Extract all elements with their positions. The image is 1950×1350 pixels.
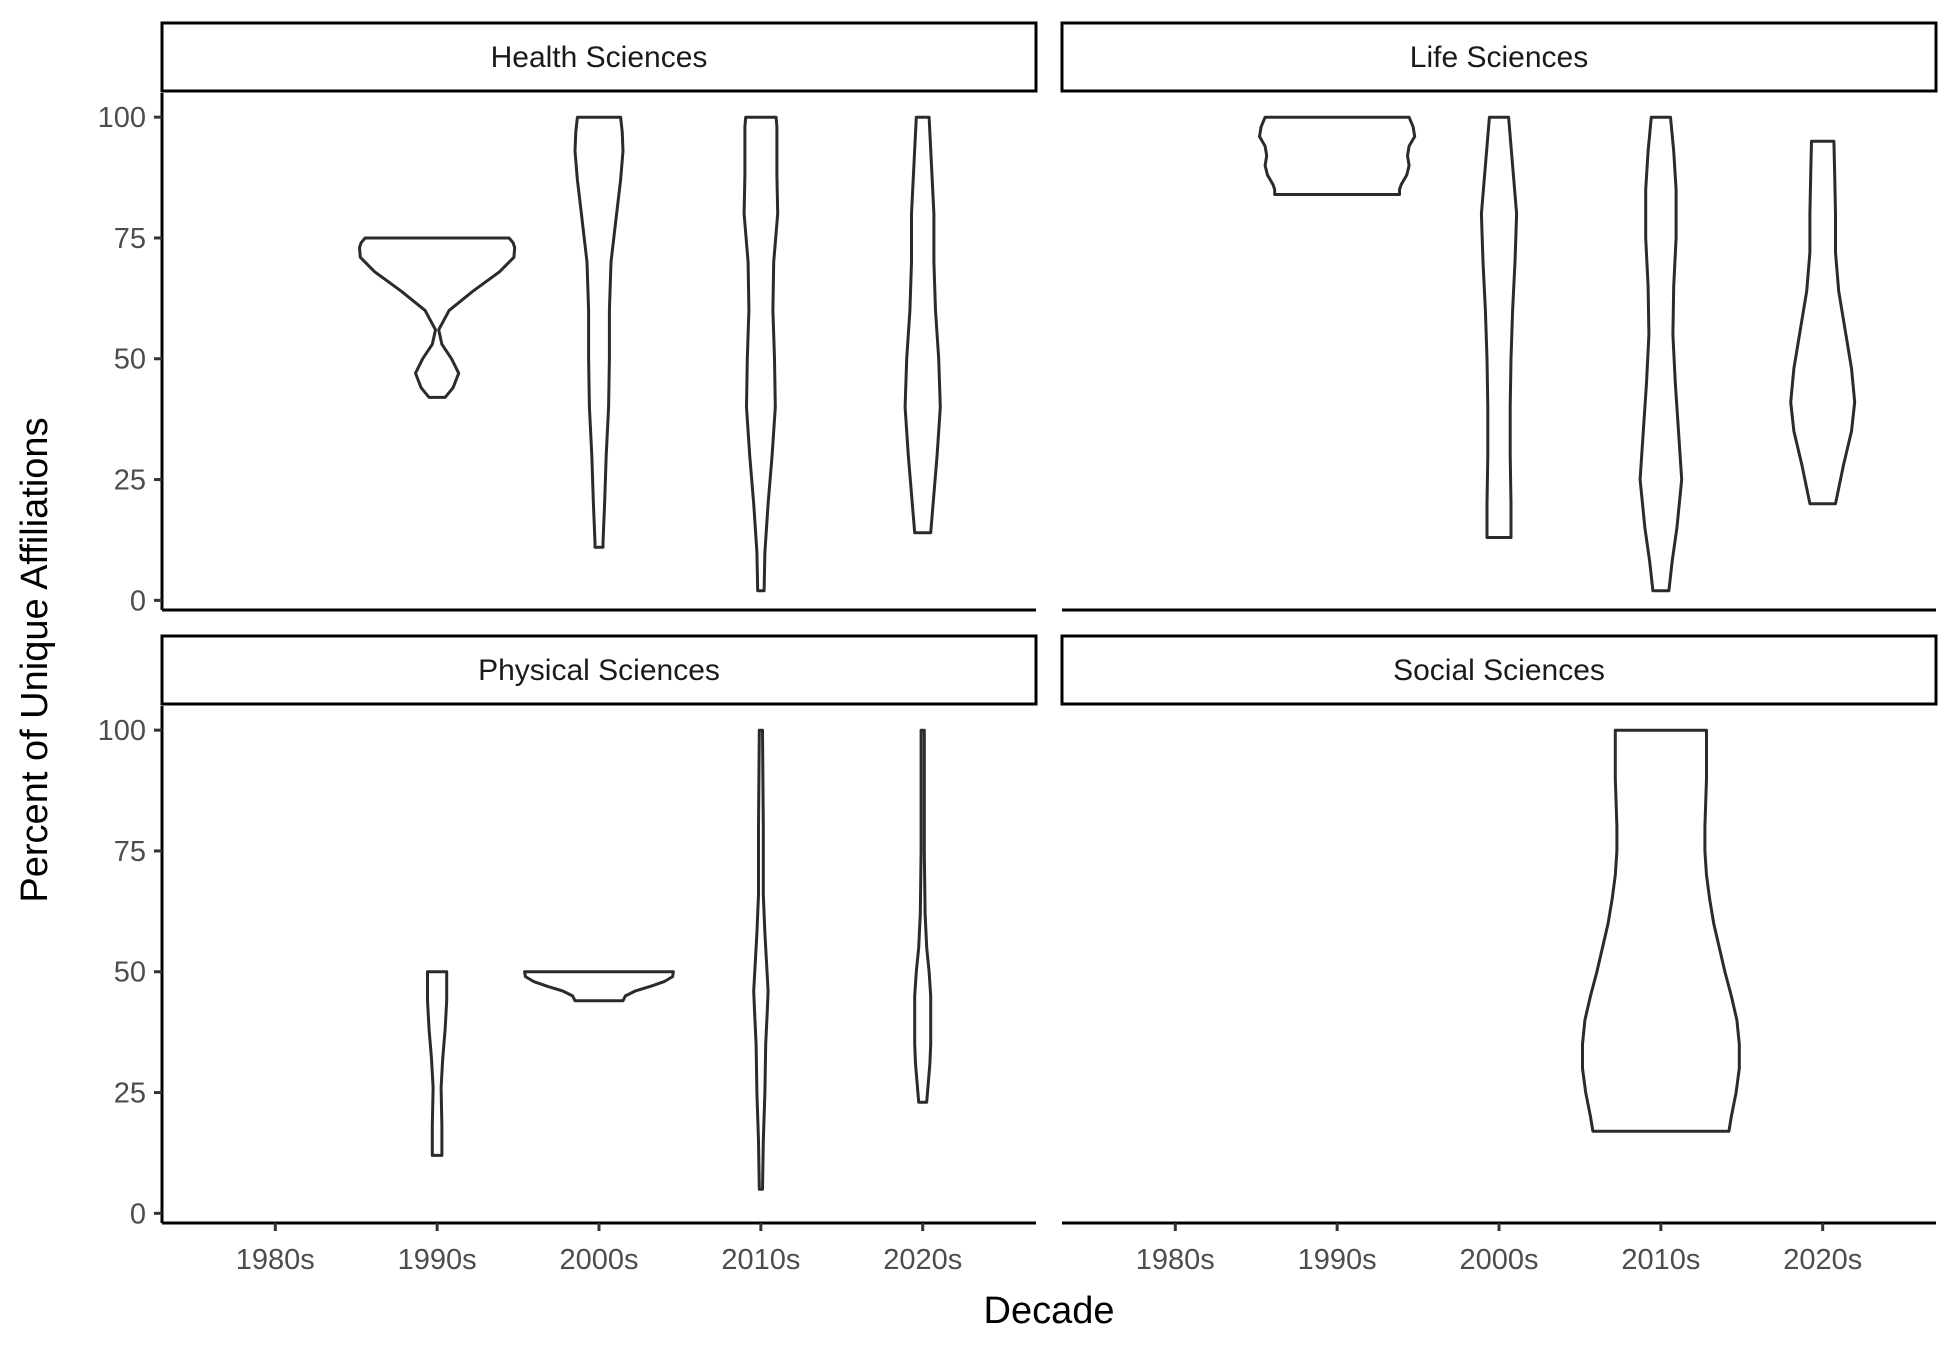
y-tick-label: 50 [114, 344, 146, 376]
y-axis-title: Percent of Unique Affiliations [14, 417, 56, 902]
facet-strip [160, 634, 1038, 706]
panel-life-sciences: Life Sciences [1060, 21, 1938, 612]
x-tick-label: 1980s [1136, 1244, 1215, 1276]
violin-2020s [913, 728, 933, 1104]
violin-2000s [1479, 115, 1519, 539]
x-tick-label: 2020s [883, 1244, 962, 1276]
violin-1990s [1258, 115, 1417, 196]
facet-strip [160, 21, 1038, 93]
violin-2010s [1638, 115, 1684, 593]
y-tick-label: 75 [114, 223, 146, 255]
x-tick-label: 2000s [559, 1244, 638, 1276]
violin-2010s [752, 728, 770, 1191]
y-tick-label: 25 [114, 465, 146, 497]
x-tick-label: 1990s [1298, 1244, 1377, 1276]
x-tick-label: 2010s [1621, 1244, 1700, 1276]
facet-strip-label: Social Sciences [1393, 654, 1605, 687]
x-tick-label: 2020s [1783, 1244, 1862, 1276]
y-tick-label: 75 [114, 836, 146, 868]
facet-strip [1060, 634, 1938, 706]
panel-health-sciences: Health Sciences 0 25 50 75 100 [98, 21, 1038, 617]
violin-1990s [358, 236, 517, 399]
violin-2000s [573, 115, 625, 549]
x-axis-title: Decade [984, 1290, 1115, 1332]
y-tick-label: 100 [98, 715, 146, 747]
violin-2010s [1581, 728, 1741, 1133]
facet-strip-label: Physical Sciences [478, 654, 720, 687]
y-tick-label: 100 [98, 102, 146, 134]
panel-physical-sciences: Physical Sciences 0 25 50 75 100 1980s 1990s 200… [98, 634, 1038, 1276]
y-tick-label: 50 [114, 957, 146, 989]
facet-strip-label: Life Sciences [1410, 41, 1588, 74]
y-tick-label: 0 [130, 585, 146, 617]
violin-2020s [1789, 139, 1857, 506]
violin-2000s [523, 970, 675, 1003]
x-tick-label: 1990s [398, 1244, 477, 1276]
violin-1990s [426, 970, 449, 1157]
panels: Health Sciences 0 25 50 75 100 Life Sciences Ph… [98, 21, 1938, 1276]
x-tick-label: 2010s [721, 1244, 800, 1276]
x-tick-label: 2000s [1459, 1244, 1538, 1276]
violin-2010s [742, 115, 780, 593]
y-tick-label: 25 [114, 1078, 146, 1110]
violin-2020s [903, 115, 942, 535]
x-tick-label: 1980s [236, 1244, 315, 1276]
y-tick-label: 0 [130, 1198, 146, 1230]
panel-social-sciences: Social Sciences 1980s 1990s 2000s 2010s 2020s [1060, 634, 1938, 1276]
facet-strip-label: Health Sciences [491, 41, 708, 74]
facet-strip [1060, 21, 1938, 93]
